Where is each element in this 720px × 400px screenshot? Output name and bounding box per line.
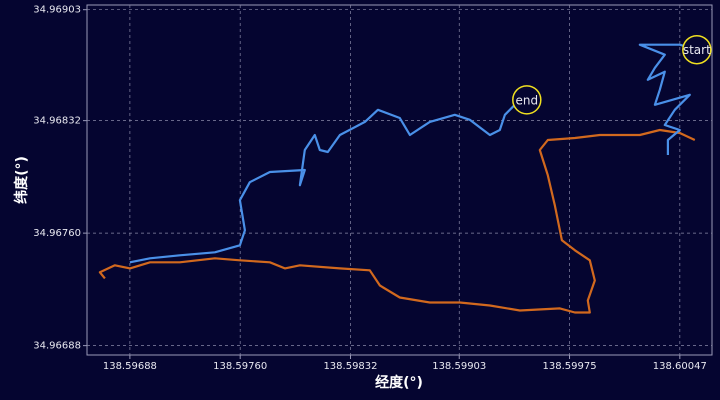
annotation-marker <box>682 34 712 65</box>
y-tick-label: 34.96760 <box>33 228 81 239</box>
y-axis-label: 纬度(°) <box>13 156 30 204</box>
annotation-label: end <box>515 93 538 107</box>
x-tick-label: 138.59688 <box>103 361 157 372</box>
x-tick-label: 138.59760 <box>213 361 267 372</box>
track-line <box>129 43 698 264</box>
plot-frame <box>86 4 713 356</box>
y-tick-label: 34.96688 <box>33 341 81 352</box>
track-line <box>98 128 696 314</box>
y-tick-label: 34.96903 <box>33 5 81 16</box>
x-tick-label: 138.59832 <box>323 361 377 372</box>
annotation-marker <box>512 85 542 115</box>
annotation-label: start <box>683 43 711 57</box>
x-tick-label: 138.60047 <box>653 361 707 372</box>
x-tick-label: 138.59903 <box>432 361 486 372</box>
x-tick-label: 138.59975 <box>542 361 596 372</box>
x-axis-label: 经度(°) <box>375 374 423 391</box>
y-tick-label: 34.96832 <box>33 116 81 127</box>
